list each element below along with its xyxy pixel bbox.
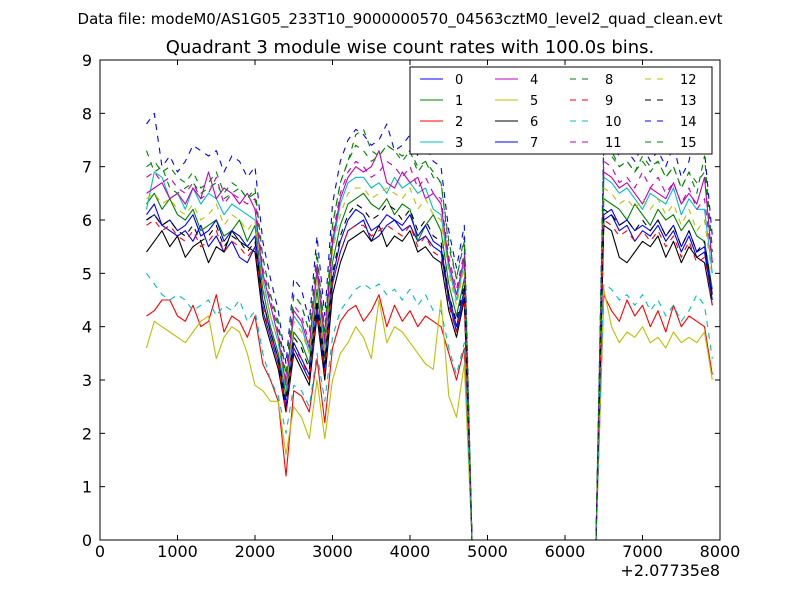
y-tick-label: 6: [82, 211, 92, 230]
x-tick-label: 0: [95, 542, 105, 561]
chart-title: Quadrant 3 module wise count rates with …: [166, 37, 655, 58]
legend-label-9: 9: [605, 94, 613, 109]
legend-label-6: 6: [530, 115, 538, 130]
legend-label-14: 14: [680, 115, 697, 130]
x-tick-label: 2000: [235, 542, 276, 561]
x-tick-label: 5000: [467, 542, 508, 561]
y-tick-label: 5: [82, 264, 92, 283]
y-tick-label: 0: [82, 531, 92, 550]
x-tick-label: 3000: [312, 542, 353, 561]
legend-label-15: 15: [680, 136, 697, 151]
legend-label-7: 7: [530, 136, 538, 151]
legend-label-4: 4: [530, 73, 538, 88]
legend-label-1: 1: [455, 94, 463, 109]
series-line-7: [146, 203, 713, 541]
legend-label-3: 3: [455, 136, 463, 151]
x-tick-label: 8000: [700, 542, 741, 561]
legend-label-10: 10: [605, 115, 622, 130]
series-line-5: [145, 288, 713, 541]
series-line-2: [146, 294, 713, 541]
series-line-3: [145, 171, 713, 541]
x-tick-label: 6000: [545, 542, 586, 561]
legend-label-12: 12: [680, 73, 697, 88]
series-line-6: [146, 224, 713, 541]
series-line-9: [146, 219, 713, 541]
chart-suptitle: Data file: modeM0/AS1G05_233T10_90000005…: [78, 10, 723, 29]
x-tick-label: 1000: [157, 542, 198, 561]
series-line-8: [145, 128, 713, 541]
y-tick-label: 4: [82, 318, 92, 337]
x-axis: 0 1000 2000 3000 4000 5000 6000 7000 8000: [95, 60, 740, 561]
series-line-13: [146, 203, 713, 541]
legend-label-0: 0: [455, 73, 463, 88]
series-line-1: [146, 192, 713, 541]
series-line-10: [146, 272, 713, 541]
y-tick-label: 2: [82, 424, 92, 443]
y-tick-label: 7: [82, 158, 92, 177]
series-line-4: [146, 150, 713, 541]
legend-label-5: 5: [530, 94, 538, 109]
y-tick-label: 9: [82, 51, 92, 70]
x-tick-label: 4000: [390, 542, 431, 561]
legend-label-2: 2: [455, 115, 463, 130]
legend-label-11: 11: [605, 136, 622, 151]
legend-label-8: 8: [605, 73, 613, 88]
series-line-0: [146, 214, 713, 541]
plot-lines: [145, 112, 713, 541]
x-tick-label: 7000: [622, 542, 663, 561]
y-tick-label: 1: [82, 478, 92, 497]
y-tick-label: 3: [82, 371, 92, 390]
legend-box: [409, 66, 713, 155]
x-axis-offset-label: +2.07735e8: [620, 561, 720, 580]
legend-label-13: 13: [680, 94, 697, 109]
y-tick-label: 8: [82, 104, 92, 123]
